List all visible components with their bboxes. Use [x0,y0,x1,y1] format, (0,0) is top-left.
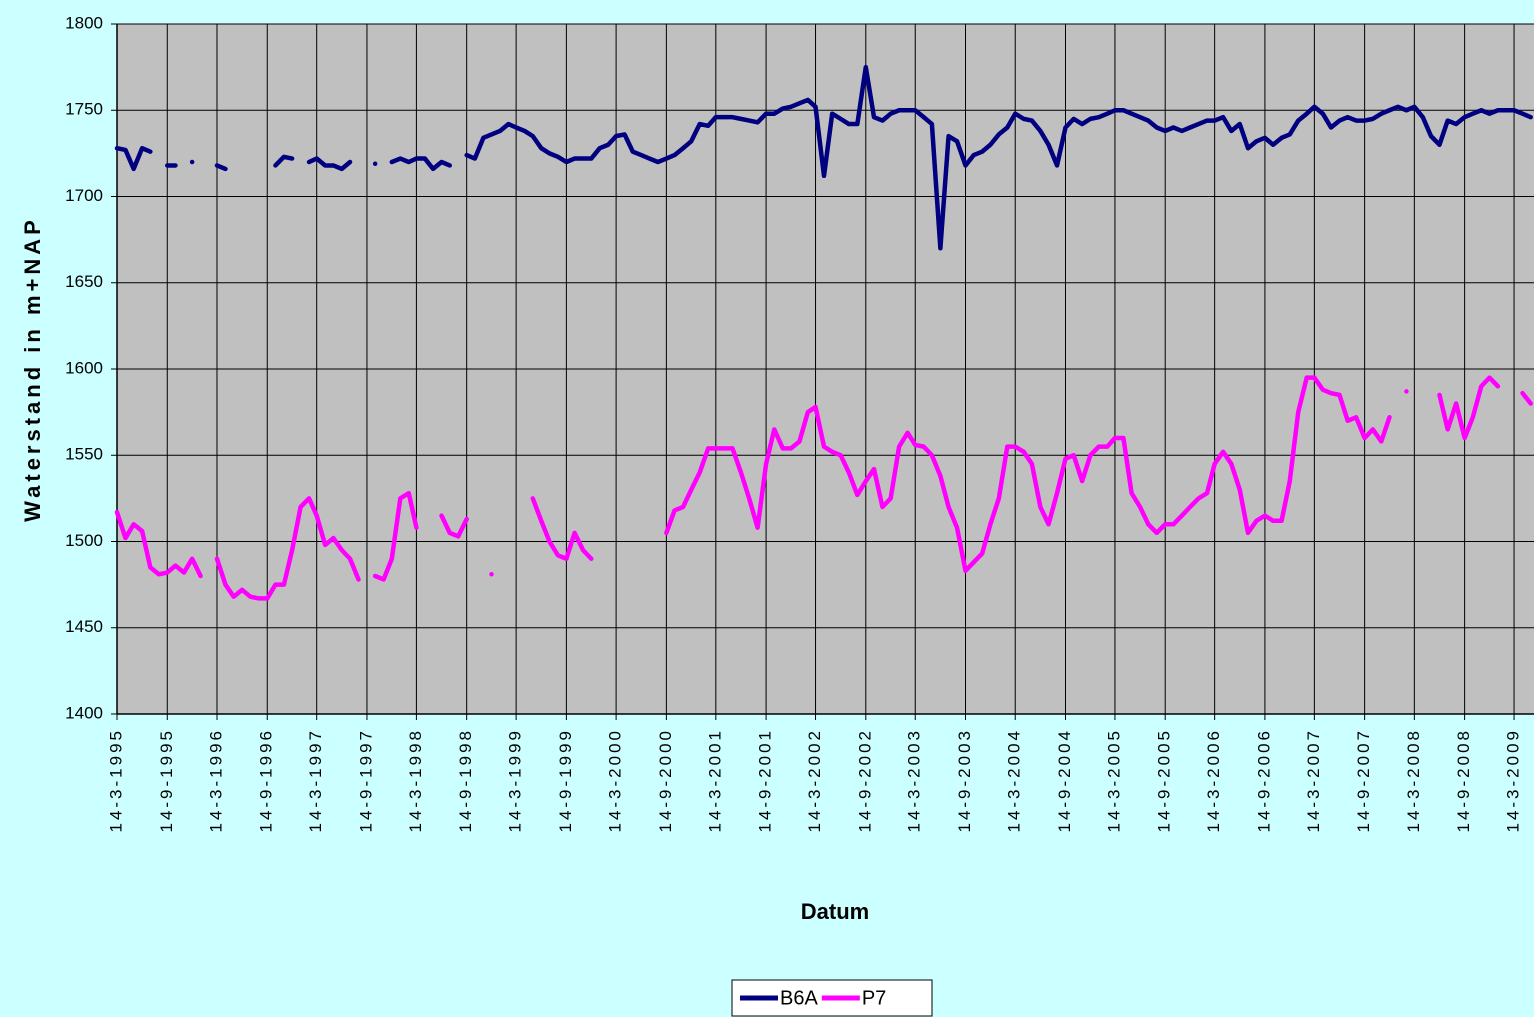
y-tick-label: 1700 [65,186,103,205]
x-tick-label: 14-3-2005 [1104,728,1123,833]
x-tick-label: 14-9-2001 [756,728,775,833]
x-tick-label: 14-9-2007 [1354,728,1373,833]
x-tick-label: 14-3-2003 [905,728,924,833]
x-tick-label: 14-3-1999 [506,728,525,833]
y-tick-label: 1650 [65,272,103,291]
y-axis-label: Waterstand in m+NAP [20,216,45,522]
y-tick-label: 1800 [65,13,103,32]
x-tick-label: 14-9-2002 [855,728,874,833]
x-tick-label: 14-9-2008 [1454,728,1473,833]
x-tick-label: 14-9-2000 [656,728,675,833]
x-tick-label: 14-3-1997 [306,728,325,833]
x-tick-label: 14-9-2003 [955,728,974,833]
data-line [114,375,1533,601]
x-tick-label: 14-3-2008 [1404,728,1423,833]
legend-label: B6A [780,987,818,1009]
data-line [114,64,1533,251]
x-tick-label: 14-9-2004 [1055,728,1074,833]
x-tick-label: 14-3-2002 [805,728,824,833]
y-tick-label: 1600 [65,358,103,377]
x-tick-label: 14-9-1998 [456,728,475,833]
x-tick-label: 14-3-2001 [705,728,724,833]
y-tick-label: 1450 [65,617,103,636]
x-tick-label: 14-3-2009 [1504,728,1523,833]
y-tick-label: 1750 [65,100,103,119]
x-tick-label: 14-3-1995 [106,728,125,833]
x-tick-label: 14-3-2004 [1005,728,1024,833]
legend-label: P7 [862,987,886,1009]
x-tick-label: 14-3-1996 [206,728,225,833]
x-tick-label: 14-9-2006 [1254,728,1273,833]
x-tick-label: 14-3-2006 [1204,728,1223,833]
x-tick-label: 14-3-2007 [1304,728,1323,833]
x-tick-label: 14-9-2005 [1155,728,1174,833]
x-tick-label: 14-3-2000 [606,728,625,833]
x-tick-label: 14-3-1998 [406,728,425,833]
y-tick-label: 1550 [65,445,103,464]
y-tick-label: 1500 [65,531,103,550]
x-tick-label: 14-9-1999 [556,728,575,833]
x-tick-label: 14-9-1996 [257,728,276,833]
y-tick-label: 1400 [65,703,103,722]
x-axis-label: Datum [801,899,869,924]
x-tick-label: 14-9-1997 [356,728,375,833]
x-tick-label: 14-9-1995 [157,728,176,833]
